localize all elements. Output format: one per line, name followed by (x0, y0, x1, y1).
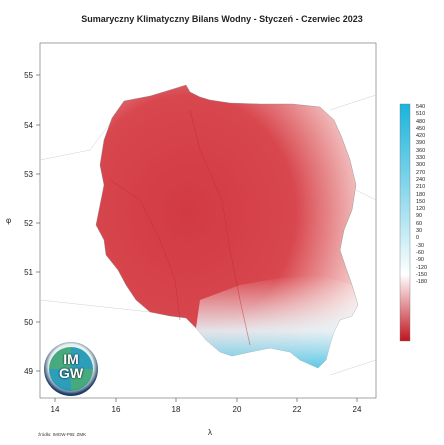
legend-label: 480 (416, 118, 426, 125)
legend-label: 540 (416, 104, 426, 110)
legend-label: -180 (416, 279, 428, 286)
y-tick-label: 53 (24, 170, 33, 179)
x-tick-label: 16 (112, 405, 121, 414)
y-tick-label: 55 (24, 71, 33, 80)
legend-label: 360 (416, 147, 426, 154)
y-tick-label: 54 (24, 121, 33, 130)
x-ticks (54, 398, 358, 402)
legend-label: -60 (416, 249, 424, 256)
legend-label: 90 (416, 213, 423, 220)
y-ticks (36, 74, 40, 372)
y-tick-label: 49 (24, 367, 33, 376)
y-tick-label: 50 (24, 318, 33, 327)
x-tick-label: 20 (233, 405, 242, 414)
logo-emblem (49, 347, 93, 391)
legend-label: 330 (416, 155, 426, 162)
source-note: źródło: IMGW-PIB: ZMK (38, 432, 87, 437)
x-axis-label: λ (208, 428, 212, 437)
legend-label: 240 (416, 176, 426, 183)
legend-label: 0 (416, 235, 420, 242)
imgw-logo: IM GW (44, 342, 98, 396)
logo-text: IM GW (58, 351, 84, 381)
legend-label: 420 (416, 133, 426, 140)
legend-label: 30 (416, 228, 423, 235)
legend-label: 210 (416, 184, 426, 191)
x-tick-label: 24 (353, 405, 362, 414)
southern-wet-zone (196, 275, 358, 368)
legend-label: 300 (416, 162, 426, 169)
legend-label: -120 (416, 264, 428, 271)
y-axis-label: φ (6, 216, 12, 225)
legend-label: 180 (416, 191, 426, 198)
legend-label: -90 (416, 257, 424, 264)
legend-label: 120 (416, 206, 426, 213)
legend-label: -30 (416, 242, 424, 249)
legend-label: 450 (416, 125, 426, 132)
rivers (109, 109, 251, 346)
legend-label: 510 (416, 111, 426, 118)
legend-label: 390 (416, 140, 426, 147)
y-tick-label: 52 (24, 219, 33, 228)
legend-label: 150 (416, 198, 426, 205)
legend-label: 60 (416, 220, 423, 227)
legend-labels: 540 510 480 450 420 390 360 330 300 270 … (416, 104, 427, 286)
y-tick-label: 51 (24, 268, 33, 277)
legend-colorbar (399, 103, 411, 342)
legend-label: -150 (416, 271, 428, 278)
x-tick-label: 22 (293, 405, 302, 414)
legend-label: 270 (416, 169, 426, 176)
x-tick-label: 18 (172, 405, 181, 414)
map-title: Sumaryczny Klimatyczny Bilans Wodny - St… (81, 14, 363, 24)
x-tick-label: 14 (51, 405, 60, 414)
